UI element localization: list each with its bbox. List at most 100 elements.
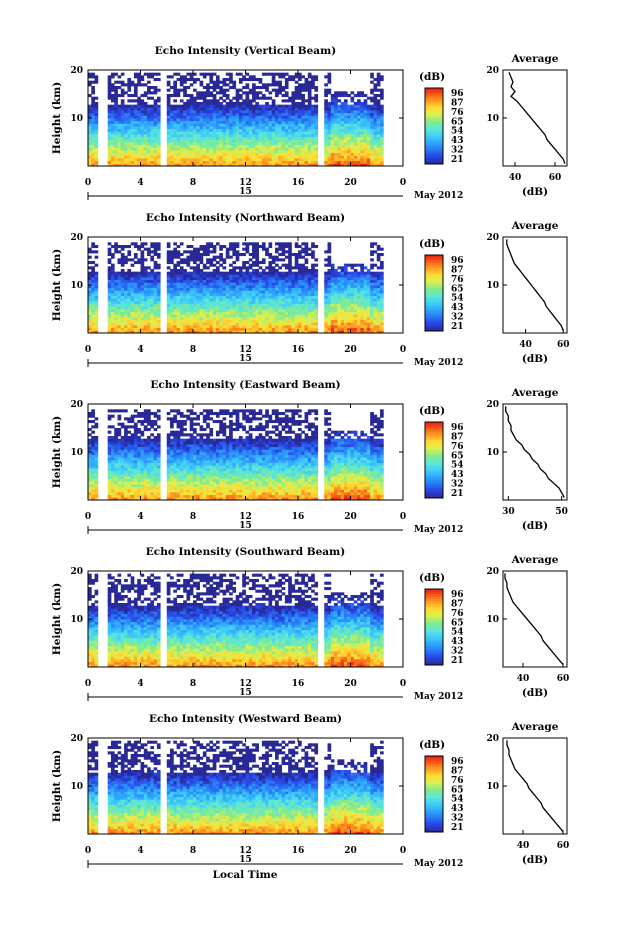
heatmap-cell xyxy=(150,250,155,254)
heatmap-cell xyxy=(278,128,282,132)
heatmap-cell xyxy=(166,261,171,265)
heatmap-cell xyxy=(330,319,335,323)
heatmap-cell xyxy=(150,269,155,273)
heatmap-cell xyxy=(150,303,155,307)
heatmap-cell xyxy=(222,285,227,289)
heatmap-cell xyxy=(232,253,237,257)
heatmap-cell xyxy=(88,481,92,485)
heatmap-cell xyxy=(120,255,125,259)
heatmap-cell xyxy=(166,287,171,291)
heatmap-cell xyxy=(288,255,292,259)
heatmap-cell xyxy=(330,279,335,283)
heatmap-cell xyxy=(196,150,200,154)
heatmap-cell xyxy=(268,282,273,286)
heatmap-cell xyxy=(288,317,292,321)
heatmap-cell xyxy=(120,295,125,299)
heatmap-cell xyxy=(179,325,184,329)
heatmap-cell xyxy=(140,298,145,302)
heatmap-cell xyxy=(360,314,365,318)
heatmap-cell xyxy=(209,330,214,334)
heatmap-cell xyxy=(366,295,371,299)
heatmap-cell xyxy=(350,134,355,138)
heatmap-cell xyxy=(212,150,217,154)
heatmap-cell xyxy=(340,134,345,138)
heatmap-cell xyxy=(127,290,132,294)
heatmap-cell xyxy=(117,271,122,275)
heatmap-cell xyxy=(206,142,210,146)
heatmap-cell xyxy=(258,126,263,130)
heatmap-cell xyxy=(242,298,246,302)
heatmap-cell xyxy=(183,317,187,321)
heatmap-cell xyxy=(124,293,128,297)
heatmap-cell xyxy=(156,144,161,148)
heatmap-cell xyxy=(179,261,184,265)
heatmap-cell xyxy=(288,126,292,130)
heatmap-cell xyxy=(324,139,328,143)
heatmap-cell xyxy=(137,247,141,251)
heatmap-cell xyxy=(202,139,207,143)
heatmap-cell xyxy=(258,303,263,307)
heatmap-cell xyxy=(278,155,282,159)
heatmap-cell xyxy=(219,163,223,167)
heatmap-cell xyxy=(196,152,200,156)
heatmap-cell xyxy=(298,123,302,127)
heatmap-cell xyxy=(340,142,345,146)
heatmap-cell xyxy=(370,96,374,100)
heatmap-cell xyxy=(140,104,145,108)
heatmap-cell xyxy=(281,258,286,262)
heatmap-cell xyxy=(363,290,368,294)
heatmap-cell xyxy=(127,80,132,84)
heatmap-cell xyxy=(347,152,351,156)
heatmap-cell xyxy=(284,80,289,84)
heatmap-cell xyxy=(215,86,220,90)
heatmap-cell xyxy=(248,293,253,297)
heatmap-cell xyxy=(334,290,338,294)
heatmap-cell xyxy=(314,298,319,302)
heatmap-cell xyxy=(235,245,240,249)
heatmap-cell xyxy=(363,274,368,278)
heatmap-cell xyxy=(91,274,95,278)
heatmap-cell xyxy=(271,311,276,315)
heatmap-cell xyxy=(334,147,338,151)
heatmap-cell xyxy=(183,285,187,289)
heatmap-cell xyxy=(176,88,181,92)
heatmap-cell xyxy=(350,274,355,278)
heatmap-cell xyxy=(298,112,302,116)
heatmap-cell xyxy=(219,306,223,310)
heatmap-cell xyxy=(140,287,145,291)
heatmap-cell xyxy=(337,107,342,111)
heatmap-cell xyxy=(196,107,200,111)
heatmap-cell xyxy=(370,285,374,289)
heatmap-cell xyxy=(281,306,286,310)
heatmap-cell xyxy=(133,160,138,164)
heatmap-cell xyxy=(225,139,230,143)
heatmap-cell xyxy=(127,282,132,286)
heatmap-cell xyxy=(133,255,138,259)
heatmap-cell xyxy=(232,247,237,251)
heatmap-cell xyxy=(245,86,250,90)
heatmap-cell xyxy=(107,279,112,283)
heatmap-cell xyxy=(91,163,95,167)
heatmap-cell xyxy=(314,327,319,331)
heatmap-cell xyxy=(363,160,368,164)
heatmap-cell xyxy=(147,107,151,111)
heatmap-cell xyxy=(88,142,92,146)
heatmap-cell xyxy=(252,319,256,323)
heatmap-cell xyxy=(380,158,384,162)
heatmap-cell xyxy=(183,274,187,278)
heatmap-cell xyxy=(199,287,204,291)
colorbar-segment xyxy=(425,115,443,119)
heatmap-cell xyxy=(209,317,214,321)
heatmap-cell xyxy=(324,325,328,329)
heatmap-cell xyxy=(248,303,253,307)
heatmap-cell xyxy=(357,110,361,114)
heatmap-cell xyxy=(288,78,292,82)
heatmap-cell xyxy=(120,247,125,251)
heatmap-cell xyxy=(147,327,151,331)
heatmap-cell xyxy=(212,271,217,275)
heatmap-cell xyxy=(212,330,217,334)
heatmap-cell xyxy=(337,155,342,159)
heatmap-cell xyxy=(186,131,191,135)
heatmap-cell xyxy=(370,155,374,159)
heatmap-cell xyxy=(199,330,204,334)
